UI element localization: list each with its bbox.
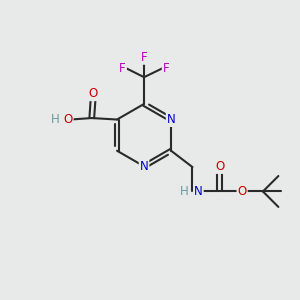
Text: H: H — [50, 113, 59, 126]
Text: F: F — [163, 62, 170, 75]
Text: F: F — [119, 62, 126, 75]
Text: N: N — [140, 160, 148, 173]
Text: N: N — [167, 113, 176, 126]
Text: F: F — [141, 51, 147, 64]
Text: H: H — [180, 185, 188, 198]
Text: O: O — [63, 113, 73, 126]
Text: O: O — [88, 87, 98, 100]
Text: O: O — [238, 185, 247, 198]
Text: O: O — [215, 160, 224, 173]
Text: N: N — [194, 185, 203, 198]
